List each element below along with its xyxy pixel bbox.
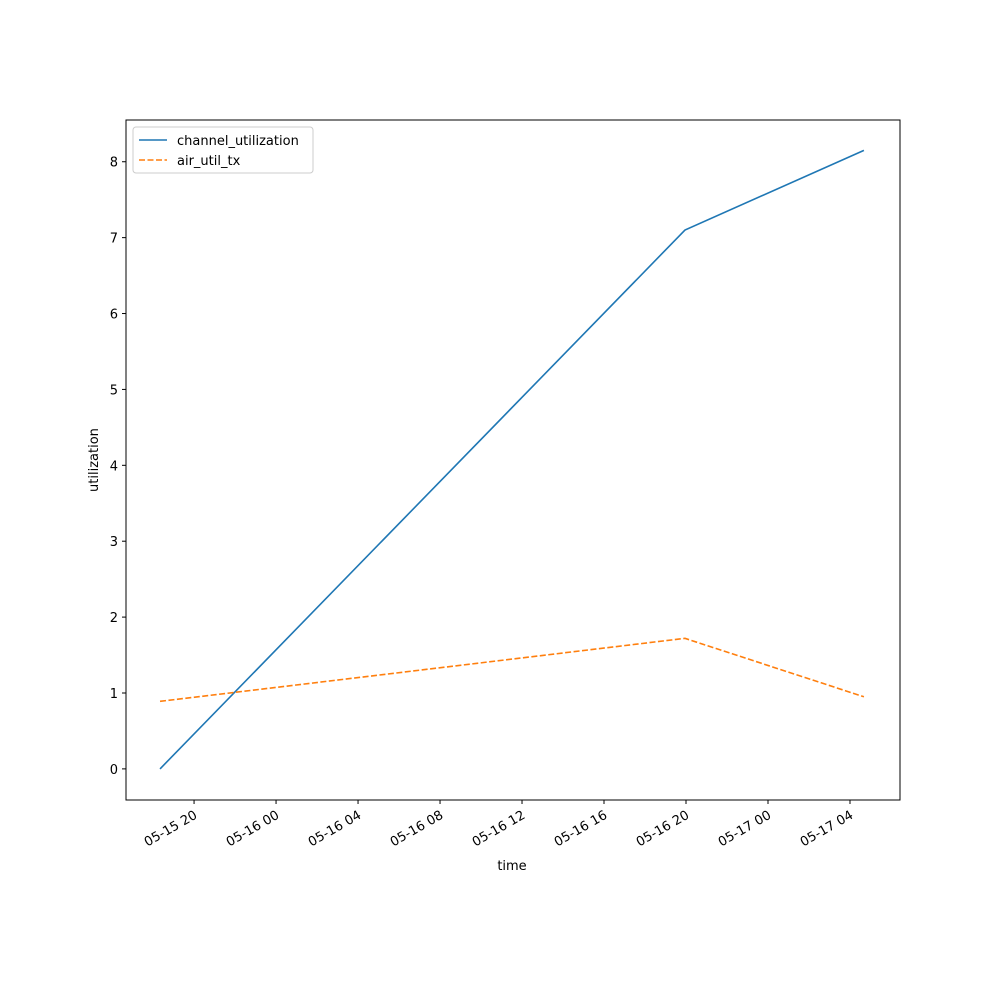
x-tick-label: 05-16 04 — [306, 808, 364, 850]
x-tick-label: 05-15 20 — [142, 808, 200, 850]
y-axis-label: utilization — [87, 428, 102, 492]
y-tick-label: 6 — [110, 308, 118, 323]
x-tick-label: 05-16 00 — [224, 808, 282, 850]
x-tick-label: 05-16 20 — [634, 808, 692, 850]
x-tick-label: 05-16 12 — [470, 808, 528, 850]
y-tick-label: 3 — [110, 535, 118, 550]
x-tick-label: 05-16 08 — [388, 808, 446, 850]
plot-frame — [125, 119, 901, 801]
x-axis-label: time — [497, 859, 526, 874]
y-tick-label: 1 — [110, 687, 118, 702]
y-tick-label: 4 — [110, 459, 118, 474]
y-tick-label: 0 — [110, 763, 118, 778]
x-tick-label: 05-17 04 — [798, 808, 856, 850]
legend-box — [132, 126, 314, 174]
legend-label: air_util_tx — [177, 154, 241, 169]
y-tick-label: 5 — [110, 383, 118, 398]
y-tick-label: 7 — [110, 232, 118, 247]
y-tick-label: 8 — [110, 156, 118, 171]
y-tick-label: 2 — [110, 611, 118, 626]
x-tick-label: 05-17 00 — [716, 808, 774, 850]
series-line — [159, 637, 865, 703]
x-tick-label: 05-16 16 — [552, 808, 610, 850]
series-line — [159, 149, 865, 770]
legend-label: channel_utilization — [177, 134, 299, 149]
